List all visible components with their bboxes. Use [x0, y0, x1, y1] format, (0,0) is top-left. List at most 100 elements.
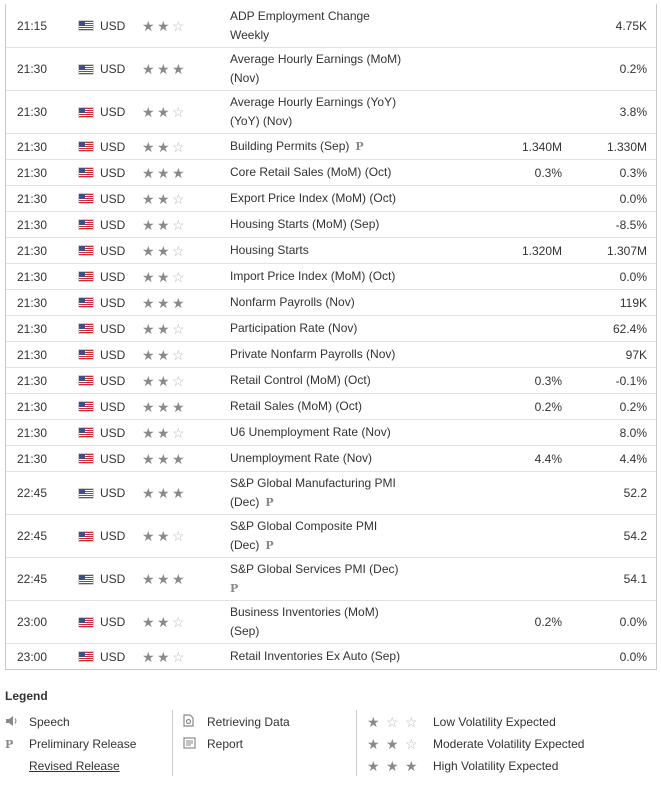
event-name[interactable]: Retail Control (MoM) (Oct) [230, 371, 414, 390]
event-name-text: U6 Unemployment Rate (Nov) [230, 425, 391, 439]
event-name[interactable]: Housing Starts [230, 241, 414, 260]
event-name-line: Retail Inventories Ex Auto (Sep) [230, 647, 414, 666]
star-filled-icon: ★ [172, 571, 185, 587]
event-row[interactable]: 21:15 USD ★ ★ ☆ ADP Employment Change Weekly 4.… [6, 4, 656, 47]
event-time: 22:45 [17, 486, 48, 500]
us-flag-icon [79, 574, 93, 584]
volatility-stars: ★ ★ ★ [142, 452, 230, 466]
currency-code: USD [100, 243, 126, 258]
preliminary-icon: P [230, 582, 239, 595]
event-forecast: 0.2% [534, 399, 562, 414]
star-filled-icon: ★ [157, 164, 170, 181]
event-name[interactable]: Private Nonfarm Payrolls (Nov) [230, 345, 414, 364]
event-name-line: (Sep) [230, 622, 414, 641]
star-filled-icon: ★ [157, 528, 170, 544]
event-name[interactable]: Export Price Index (MoM) (Oct) [230, 189, 414, 208]
currency-code: USD [100, 486, 126, 500]
star-filled-icon: ★ [157, 190, 170, 207]
event-currency: USD [79, 105, 142, 119]
event-row[interactable]: 22:45 USD ★ ★ ☆ S&P Global Composite PMI (Dec)… [6, 514, 656, 557]
volatility-stars: ★ ★ ☆ [142, 270, 230, 284]
event-previous: 0.0% [619, 649, 647, 664]
event-name[interactable]: Average Hourly Earnings (YoY) (YoY) (Nov) [230, 93, 414, 131]
event-name-line: Unemployment Rate (Nov) [230, 449, 414, 468]
event-row[interactable]: 21:30 USD ★ ★ ★ Nonfarm Payrolls (Nov) 119K [6, 289, 656, 315]
event-name[interactable]: Building Permits (Sep) P [230, 137, 414, 156]
event-row[interactable]: 21:30 USD ★ ★ ☆ Export Price Index (MoM) (Oct… [6, 185, 656, 211]
event-name[interactable]: S&P Global Services PMI (Dec) P [230, 560, 414, 598]
legend-title: Legend [5, 689, 48, 703]
event-name[interactable]: Average Hourly Earnings (MoM) (Nov) [230, 50, 414, 88]
star-filled-icon: ★ [142, 216, 155, 233]
event-name-text: Housing Starts [230, 243, 309, 257]
star-filled-icon: ★ [157, 61, 170, 77]
event-name-line: (Dec) P [230, 493, 414, 512]
volatility-stars: ★ ★ ☆ [142, 374, 230, 388]
legend-high-label: High Volatility Expected [433, 759, 559, 773]
event-name-text: ADP Employment Change [230, 8, 370, 23]
event-row[interactable]: 21:30 USD ★ ★ ☆ Building Permits (Sep) P 1.340M… [6, 133, 656, 159]
event-row[interactable]: 21:30 USD ★ ★ ★ Average Hourly Earnings (MoM)… [6, 47, 656, 90]
event-name[interactable]: Nonfarm Payrolls (Nov) [230, 293, 414, 312]
event-row[interactable]: 21:30 USD ★ ★ ☆ Retail Control (MoM) (Oct) 0.3… [6, 367, 656, 393]
economic-calendar-table: 21:15 USD ★ ★ ☆ ADP Employment Change Weekly 4.… [5, 4, 657, 670]
event-currency: USD [79, 192, 142, 206]
event-name[interactable]: Unemployment Rate (Nov) [230, 449, 414, 468]
event-row[interactable]: 22:45 USD ★ ★ ★ S&P Global Services PMI (Dec)… [6, 557, 656, 600]
event-row[interactable]: 23:00 USD ★ ★ ☆ Retail Inventories Ex Auto (S… [6, 643, 656, 669]
star-filled-icon: ★ [142, 648, 155, 665]
star-filled-icon: ★ [157, 648, 170, 665]
event-previous: 0.2% [619, 399, 647, 414]
event-previous: 0.0% [619, 191, 647, 206]
event-time: 21:30 [17, 295, 48, 310]
us-flag-icon [79, 64, 93, 74]
star-empty-icon: ☆ [172, 372, 185, 389]
currency-code: USD [100, 399, 126, 414]
volatility-stars: ★ ★ ☆ [142, 615, 230, 629]
event-time: 23:00 [17, 615, 48, 629]
event-forecast: 4.4% [534, 451, 562, 466]
event-row[interactable]: 21:30 USD ★ ★ ☆ Housing Starts (MoM) (Sep) -8.… [6, 211, 656, 237]
us-flag-icon [79, 488, 93, 498]
legend-low-volatility: ★ ☆ ☆ Low Volatility Expected [367, 711, 584, 733]
event-name[interactable]: Import Price Index (MoM) (Oct) [230, 267, 414, 286]
us-flag-icon [79, 531, 93, 541]
volatility-stars: ★ ★ ☆ [142, 529, 230, 543]
event-row[interactable]: 21:30 USD ★ ★ ☆ Participation Rate (Nov) 62.4% [6, 315, 656, 341]
volatility-stars: ★ ★ ☆ [142, 322, 230, 336]
event-name[interactable]: Participation Rate (Nov) [230, 319, 414, 338]
event-previous: 62.4% [612, 321, 647, 336]
event-name[interactable]: Retail Inventories Ex Auto (Sep) [230, 647, 414, 666]
event-row[interactable]: 21:30 USD ★ ★ ★ Unemployment Rate (Nov) 4.4% 4.… [6, 445, 656, 471]
event-name[interactable]: ADP Employment Change Weekly [230, 7, 414, 45]
star-filled-icon: ★ [157, 485, 170, 501]
event-name[interactable]: S&P Global Manufacturing PMI (Dec) P [230, 474, 414, 512]
event-name[interactable]: Core Retail Sales (MoM) (Oct) [230, 163, 414, 182]
legend-divider-1 [172, 710, 173, 776]
event-name-line: S&P Global Services PMI (Dec) [230, 560, 414, 579]
event-currency: USD [79, 270, 142, 284]
event-row[interactable]: 22:45 USD ★ ★ ★ S&P Global Manufacturing PMI(… [6, 471, 656, 514]
moderate-volatility-stars-icon: ★ ★ ☆ [367, 736, 418, 752]
volatility-stars: ★ ★ ☆ [142, 140, 230, 154]
star-filled-icon: ★ [142, 320, 155, 337]
us-flag-icon [79, 142, 93, 151]
event-row[interactable]: 21:30 USD ★ ★ ☆ Average Hourly Earnings (YoY)… [6, 90, 656, 133]
event-row[interactable]: 21:30 USD ★ ★ ★ Retail Sales (MoM) (Oct) 0.2% 0… [6, 393, 656, 419]
event-name[interactable]: U6 Unemployment Rate (Nov) [230, 423, 414, 442]
event-name-line: Business Inventories (MoM) [230, 603, 414, 622]
star-filled-icon: ★ [172, 485, 185, 501]
event-previous: 0.0% [619, 615, 647, 629]
event-name[interactable]: Housing Starts (MoM) (Sep) [230, 215, 414, 234]
event-row[interactable]: 21:30 USD ★ ★ ☆ Private Nonfarm Payrolls (Nov… [6, 341, 656, 367]
event-row[interactable]: 21:30 USD ★ ★ ★ Core Retail Sales (MoM) (Oct)… [6, 159, 656, 185]
legend-column-2: Retrieving Data Report [183, 711, 290, 755]
event-name[interactable]: Business Inventories (MoM) (Sep) [230, 603, 414, 641]
event-row[interactable]: 21:30 USD ★ ★ ☆ U6 Unemployment Rate (Nov) 8.0… [6, 419, 656, 445]
event-row[interactable]: 21:30 USD ★ ★ ☆ Import Price Index (MoM) (Oct… [6, 263, 656, 289]
event-name[interactable]: S&P Global Composite PMI (Dec) P [230, 517, 414, 555]
event-name[interactable]: Retail Sales (MoM) (Oct) [230, 397, 414, 416]
us-flag-icon [79, 168, 93, 177]
event-row[interactable]: 21:30 USD ★ ★ ☆ Housing Starts 1.320M 1.307M [6, 237, 656, 263]
event-row[interactable]: 23:00 USD ★ ★ ☆ Business Inventories (MoM) (Se… [6, 600, 656, 643]
